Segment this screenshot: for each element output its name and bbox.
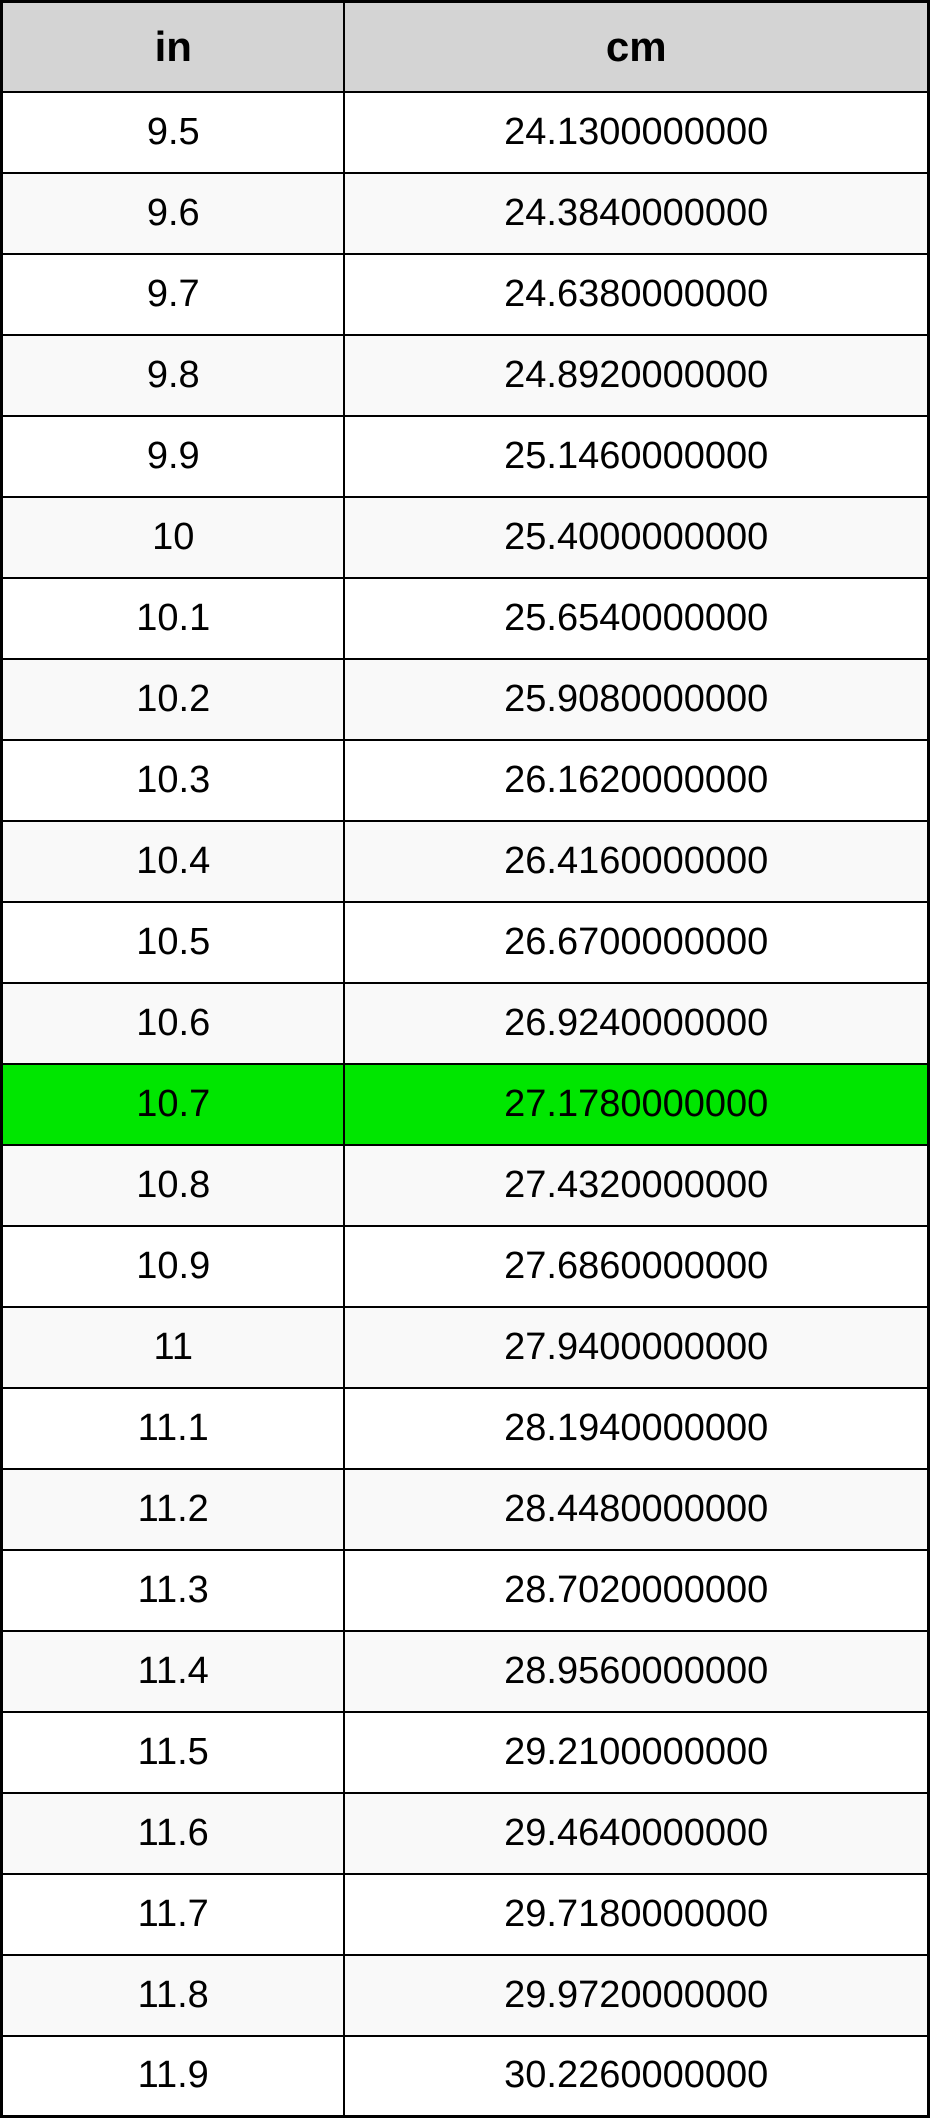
cell-in: 11.2 — [2, 1469, 345, 1550]
table-row: 1127.9400000000 — [2, 1307, 929, 1388]
cell-in: 11.4 — [2, 1631, 345, 1712]
cell-cm: 25.4000000000 — [344, 497, 928, 578]
cell-cm: 27.9400000000 — [344, 1307, 928, 1388]
table-row: 9.925.1460000000 — [2, 416, 929, 497]
table-row: 11.428.9560000000 — [2, 1631, 929, 1712]
table-row: 1025.4000000000 — [2, 497, 929, 578]
cell-cm: 25.6540000000 — [344, 578, 928, 659]
table-row: 9.524.1300000000 — [2, 92, 929, 173]
table-head: in cm — [2, 2, 929, 92]
cell-in: 10.1 — [2, 578, 345, 659]
cell-in: 10.9 — [2, 1226, 345, 1307]
table-row: 10.225.9080000000 — [2, 659, 929, 740]
cell-cm: 28.1940000000 — [344, 1388, 928, 1469]
cell-cm: 30.2260000000 — [344, 2036, 928, 2117]
cell-cm: 25.9080000000 — [344, 659, 928, 740]
cell-in: 10.5 — [2, 902, 345, 983]
table-row: 11.629.4640000000 — [2, 1793, 929, 1874]
cell-in: 9.8 — [2, 335, 345, 416]
cell-in: 9.5 — [2, 92, 345, 173]
cell-in: 11.1 — [2, 1388, 345, 1469]
cell-cm: 28.9560000000 — [344, 1631, 928, 1712]
cell-cm: 27.4320000000 — [344, 1145, 928, 1226]
cell-cm: 28.4480000000 — [344, 1469, 928, 1550]
table-row: 10.125.6540000000 — [2, 578, 929, 659]
cell-in: 10.6 — [2, 983, 345, 1064]
table-row: 9.624.3840000000 — [2, 173, 929, 254]
header-cm: cm — [344, 2, 928, 92]
cell-cm: 26.4160000000 — [344, 821, 928, 902]
cell-in: 9.9 — [2, 416, 345, 497]
header-in: in — [2, 2, 345, 92]
cell-in: 11.3 — [2, 1550, 345, 1631]
cell-cm: 26.1620000000 — [344, 740, 928, 821]
cell-in: 11 — [2, 1307, 345, 1388]
cell-in: 11.6 — [2, 1793, 345, 1874]
cell-in: 10 — [2, 497, 345, 578]
cell-cm: 27.1780000000 — [344, 1064, 928, 1145]
cell-in: 10.2 — [2, 659, 345, 740]
cell-cm: 29.2100000000 — [344, 1712, 928, 1793]
cell-in: 11.8 — [2, 1955, 345, 2036]
cell-in: 9.7 — [2, 254, 345, 335]
cell-cm: 25.1460000000 — [344, 416, 928, 497]
table-row: 10.526.6700000000 — [2, 902, 929, 983]
cell-in: 11.9 — [2, 2036, 345, 2117]
cell-cm: 26.9240000000 — [344, 983, 928, 1064]
table-row: 10.326.1620000000 — [2, 740, 929, 821]
cell-cm: 24.1300000000 — [344, 92, 928, 173]
table-row: 10.626.9240000000 — [2, 983, 929, 1064]
table-row: 10.727.1780000000 — [2, 1064, 929, 1145]
table-row: 9.724.6380000000 — [2, 254, 929, 335]
cell-cm: 28.7020000000 — [344, 1550, 928, 1631]
cell-cm: 27.6860000000 — [344, 1226, 928, 1307]
cell-cm: 29.4640000000 — [344, 1793, 928, 1874]
header-row: in cm — [2, 2, 929, 92]
table-row: 11.228.4480000000 — [2, 1469, 929, 1550]
cell-cm: 29.7180000000 — [344, 1874, 928, 1955]
table-body: 9.524.13000000009.624.38400000009.724.63… — [2, 92, 929, 2117]
table-row: 11.930.2260000000 — [2, 2036, 929, 2117]
table-row: 11.829.9720000000 — [2, 1955, 929, 2036]
table-row: 10.827.4320000000 — [2, 1145, 929, 1226]
table-row: 11.729.7180000000 — [2, 1874, 929, 1955]
table-row: 11.128.1940000000 — [2, 1388, 929, 1469]
cell-cm: 24.3840000000 — [344, 173, 928, 254]
cell-cm: 26.6700000000 — [344, 902, 928, 983]
table-row: 11.529.2100000000 — [2, 1712, 929, 1793]
cell-in: 10.4 — [2, 821, 345, 902]
cell-cm: 24.8920000000 — [344, 335, 928, 416]
table-row: 9.824.8920000000 — [2, 335, 929, 416]
cell-cm: 29.9720000000 — [344, 1955, 928, 2036]
cell-in: 10.8 — [2, 1145, 345, 1226]
conversion-table: in cm 9.524.13000000009.624.38400000009.… — [0, 0, 930, 2118]
cell-in: 10.7 — [2, 1064, 345, 1145]
cell-in: 11.5 — [2, 1712, 345, 1793]
table-row: 10.426.4160000000 — [2, 821, 929, 902]
table-row: 10.927.6860000000 — [2, 1226, 929, 1307]
cell-in: 9.6 — [2, 173, 345, 254]
table-row: 11.328.7020000000 — [2, 1550, 929, 1631]
cell-cm: 24.6380000000 — [344, 254, 928, 335]
cell-in: 10.3 — [2, 740, 345, 821]
cell-in: 11.7 — [2, 1874, 345, 1955]
